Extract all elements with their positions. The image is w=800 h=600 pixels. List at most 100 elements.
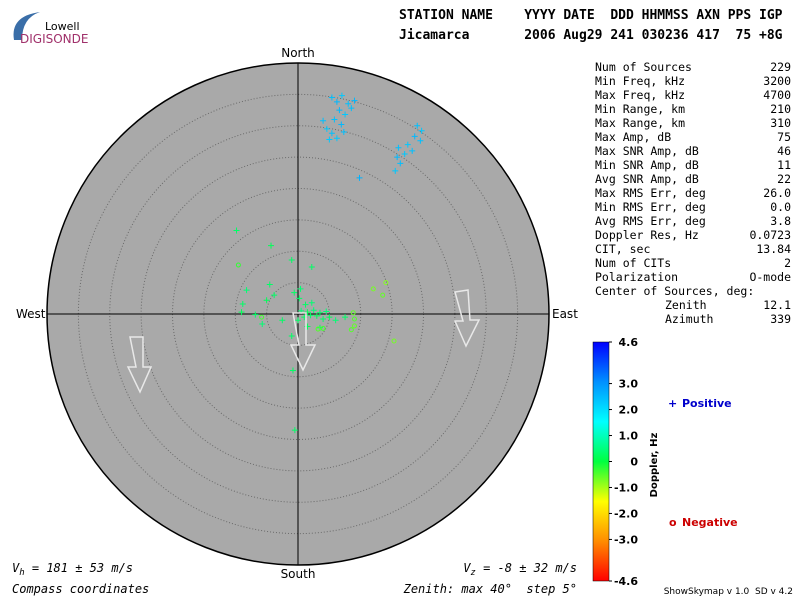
source-positive bbox=[308, 263, 315, 270]
stat-value: 75 bbox=[777, 130, 791, 144]
stat-label: Zenith bbox=[665, 298, 707, 312]
colorbar-tick-label: -3.0 bbox=[614, 533, 638, 546]
source-positive bbox=[411, 133, 418, 140]
stat-value: 229 bbox=[770, 60, 791, 74]
vz-symbol: V bbox=[463, 561, 471, 575]
source-positive bbox=[323, 125, 330, 132]
source-negative bbox=[320, 325, 326, 331]
stat-value: 22 bbox=[777, 172, 791, 186]
source-positive bbox=[297, 285, 304, 292]
legend-negative-marker: o bbox=[669, 516, 677, 529]
source-positive bbox=[328, 94, 335, 101]
colorbar-tick-label: 2.0 bbox=[619, 404, 639, 417]
source-positive bbox=[392, 167, 399, 174]
source-positive bbox=[323, 308, 330, 315]
coordinates-label: Compass coordinates bbox=[12, 582, 149, 596]
zenith-note: Zenith: max 40° step 5° bbox=[403, 582, 577, 596]
colorbar-scale bbox=[592, 341, 610, 582]
source-positive bbox=[295, 317, 301, 324]
source-positive bbox=[271, 292, 278, 299]
east-label: East bbox=[552, 307, 578, 321]
legend-negative: Negative bbox=[682, 516, 738, 529]
source-negative bbox=[315, 326, 321, 332]
source-positive bbox=[356, 174, 363, 181]
source-positive bbox=[291, 427, 298, 434]
source-negative bbox=[350, 310, 356, 316]
velocity-arrows bbox=[126, 289, 481, 394]
colorbar-tick-label: 0 bbox=[630, 456, 638, 469]
stat-value: 11 bbox=[777, 158, 791, 172]
logo-product: DIGISONDE bbox=[20, 32, 88, 46]
source-positive bbox=[291, 289, 298, 296]
source-positive bbox=[345, 100, 352, 107]
stat-label: Polarization bbox=[595, 270, 678, 284]
source-positive bbox=[307, 312, 314, 319]
source-positive bbox=[316, 309, 323, 316]
source-negative bbox=[380, 292, 386, 298]
vz-label: Vz = -8 ± 32 m/s bbox=[463, 561, 577, 578]
source-negative bbox=[351, 323, 357, 329]
stat-value: 3200 bbox=[763, 74, 791, 88]
stat-label: Max Freq, kHz bbox=[595, 88, 685, 102]
source-positive bbox=[252, 311, 259, 318]
south-label: South bbox=[281, 567, 316, 581]
stat-value: 3.8 bbox=[770, 214, 791, 228]
source-positive bbox=[239, 300, 246, 307]
source-positive bbox=[288, 332, 295, 339]
source-positive bbox=[342, 111, 349, 118]
stat-value: 12.1 bbox=[763, 298, 791, 312]
stat-label: Num of Sources bbox=[595, 60, 692, 74]
stat-label: Min SNR Amp, dB bbox=[595, 158, 699, 172]
source-positive bbox=[418, 127, 425, 134]
stat-label: Max SNR Amp, dB bbox=[595, 144, 699, 158]
vh-sub: h bbox=[19, 568, 24, 578]
source-positive bbox=[289, 367, 296, 374]
source-negative bbox=[351, 316, 357, 322]
source-positive bbox=[394, 154, 401, 161]
stat-label: Azimuth bbox=[665, 312, 713, 326]
logo: Lowell DIGISONDE bbox=[13, 12, 88, 46]
source-positive bbox=[414, 122, 421, 129]
source-negative bbox=[348, 327, 354, 333]
source-positive bbox=[268, 242, 275, 249]
source-positive bbox=[288, 257, 295, 264]
source-positive bbox=[259, 321, 266, 328]
source-positive bbox=[409, 147, 416, 154]
north-label: North bbox=[281, 46, 315, 60]
colorbar: 4.6 3.0 2.0 1.0 0 -1.0 -2.0 -3.0 -4.6 bbox=[592, 336, 639, 588]
stat-label: Doppler Res, Hz bbox=[595, 228, 699, 242]
arrow bbox=[453, 289, 481, 348]
west-label: West bbox=[16, 307, 46, 321]
stat-value: 26.0 bbox=[763, 186, 791, 200]
source-positive bbox=[351, 97, 358, 104]
logo-swoosh bbox=[13, 12, 40, 40]
source-positive bbox=[308, 299, 315, 306]
stat-value: 310 bbox=[770, 116, 791, 130]
source-positive bbox=[243, 287, 250, 294]
source-positive bbox=[331, 116, 338, 123]
colorbar-label: Doppler, Hz bbox=[649, 433, 660, 498]
stat-label: Avg RMS Err, deg bbox=[595, 214, 706, 228]
source-positive bbox=[304, 309, 311, 316]
colorbar-tick-label: 3.0 bbox=[619, 378, 639, 391]
header-values: Jicamarca 2006 Aug29 241 030236 417 75 +… bbox=[399, 28, 783, 43]
logo-brand: Lowell bbox=[45, 20, 80, 33]
stat-label: Max RMS Err, deg bbox=[595, 186, 706, 200]
source-positive bbox=[332, 317, 339, 324]
stat-value: O-mode bbox=[749, 270, 791, 284]
source-positive bbox=[336, 107, 343, 114]
source-positive bbox=[333, 135, 340, 142]
source-negative bbox=[235, 262, 241, 268]
version: ShowSkymap v 1.0 SD v 4.2 bbox=[664, 587, 793, 597]
stat-value: 13.84 bbox=[756, 242, 791, 256]
stats-table: Num of Sources 229 Min Freq, kHz 3200 Max Fr… bbox=[595, 60, 791, 326]
legend-positive: Positive bbox=[682, 397, 732, 410]
source-negative bbox=[383, 280, 389, 286]
stat-value: 46 bbox=[777, 144, 791, 158]
source-positive bbox=[263, 297, 270, 304]
source-negative bbox=[370, 286, 376, 292]
stat-value: 210 bbox=[770, 102, 791, 116]
source-positive bbox=[326, 314, 333, 321]
colorbar-tick-label: 4.6 bbox=[619, 336, 639, 349]
